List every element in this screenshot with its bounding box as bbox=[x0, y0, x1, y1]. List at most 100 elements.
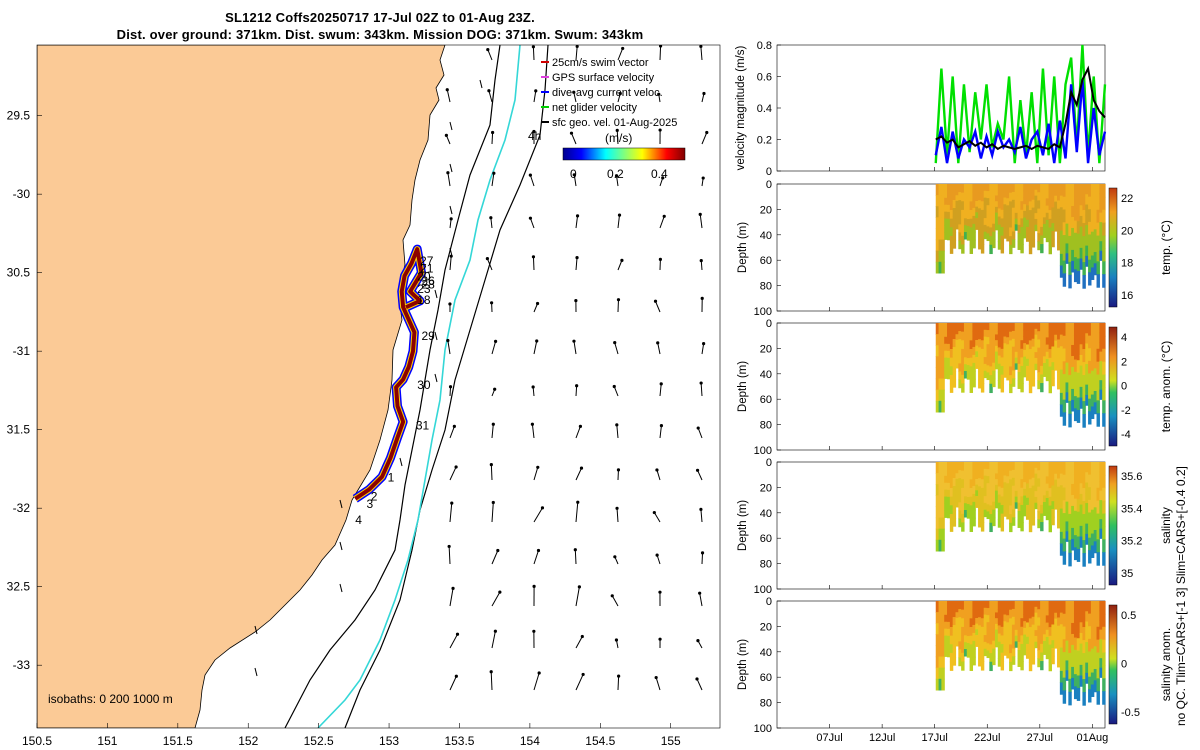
profile-cell bbox=[1065, 610, 1069, 622]
profile-cell bbox=[963, 496, 968, 504]
profile-cell bbox=[958, 609, 962, 618]
profile-cell bbox=[1088, 474, 1092, 488]
profile-cell bbox=[1054, 612, 1058, 620]
profile-cell bbox=[1028, 470, 1033, 480]
profile-cell bbox=[1062, 462, 1067, 476]
profile-cell bbox=[1011, 215, 1016, 225]
profile-cell bbox=[983, 648, 988, 657]
profile-cell bbox=[944, 336, 948, 345]
profile-cell bbox=[992, 239, 996, 249]
profile-cell bbox=[944, 601, 948, 609]
velocity-arrow bbox=[490, 464, 493, 481]
profile-cell bbox=[1088, 247, 1092, 261]
profile-cell bbox=[1102, 235, 1106, 250]
profile-cell bbox=[1026, 504, 1030, 513]
profile-cell bbox=[1082, 223, 1086, 237]
profile-cell bbox=[978, 510, 982, 520]
profile-cell bbox=[1054, 201, 1058, 209]
profile-cell bbox=[1042, 482, 1047, 490]
profile-cell bbox=[1040, 357, 1044, 367]
profile-cell bbox=[961, 244, 965, 254]
profile-cell bbox=[1071, 527, 1075, 540]
profile-cell bbox=[1068, 348, 1072, 363]
profile-cell bbox=[1090, 382, 1095, 396]
profile-cell bbox=[1071, 516, 1075, 529]
profile-cell bbox=[1040, 601, 1044, 611]
velocity-arrow bbox=[449, 676, 457, 691]
profile-cell bbox=[978, 200, 982, 209]
profile-cell bbox=[992, 485, 996, 495]
profile-cell bbox=[941, 528, 945, 541]
profile-cell bbox=[994, 345, 999, 353]
velocity-arrow-head bbox=[535, 301, 540, 306]
profile-cell bbox=[1028, 627, 1033, 637]
profile-cell bbox=[1034, 601, 1038, 608]
velocity-arrow bbox=[700, 46, 703, 61]
isobath-200 bbox=[284, 45, 501, 728]
profile-cell bbox=[935, 473, 940, 485]
profile-cell bbox=[1076, 372, 1081, 386]
velocity-arrow-head bbox=[658, 45, 663, 48]
profile-cell bbox=[938, 539, 942, 552]
profile-cell bbox=[975, 184, 979, 191]
profile-cell bbox=[1051, 362, 1055, 371]
profile-cell bbox=[955, 629, 959, 636]
profile-cell bbox=[1011, 362, 1016, 372]
profile-cell bbox=[1048, 644, 1053, 654]
profile-cell bbox=[1085, 513, 1089, 525]
profile-cell bbox=[1026, 462, 1030, 470]
profile-cell bbox=[1062, 601, 1067, 615]
profile-cell bbox=[972, 323, 976, 332]
velocity-arrow bbox=[533, 340, 538, 355]
profile-cell bbox=[1085, 225, 1089, 236]
profile-cell bbox=[1023, 607, 1027, 616]
profile-cell bbox=[1102, 487, 1106, 502]
profile-cell bbox=[1102, 691, 1106, 705]
profile-cell bbox=[1062, 374, 1067, 388]
profile-cell bbox=[1045, 366, 1050, 374]
colorbar-tick-label: 16 bbox=[1121, 290, 1133, 302]
velocity-arrow bbox=[532, 256, 535, 271]
profile-cell bbox=[1062, 626, 1067, 640]
profile-cell bbox=[1040, 201, 1044, 211]
profile-cell bbox=[1085, 642, 1089, 653]
profile-cell bbox=[1003, 641, 1007, 649]
profile-cell bbox=[958, 363, 962, 373]
velocity-arrow-head bbox=[493, 387, 497, 391]
velocity-arrow bbox=[617, 48, 624, 61]
profile-cell bbox=[1034, 213, 1038, 220]
profile-cell bbox=[972, 362, 976, 372]
profile-cell bbox=[935, 678, 940, 691]
profile-cell bbox=[1006, 608, 1010, 616]
glider-track bbox=[352, 244, 426, 503]
day-label: 29 bbox=[421, 329, 435, 343]
profile-cell bbox=[980, 635, 985, 645]
profile-cell bbox=[1082, 236, 1086, 250]
velocity-arrow-head bbox=[615, 128, 619, 132]
velocity-arrow-head bbox=[613, 341, 617, 345]
profile-cell bbox=[978, 502, 982, 512]
profile-cell bbox=[1017, 478, 1021, 488]
profile-cell bbox=[1093, 323, 1098, 335]
profile-cell bbox=[1045, 358, 1050, 367]
profile-cell bbox=[1068, 335, 1072, 350]
profile-cell bbox=[986, 643, 990, 651]
profile-cell bbox=[1076, 536, 1081, 550]
profile-cell bbox=[1040, 331, 1044, 341]
profile-cell bbox=[949, 348, 954, 359]
profile-cell bbox=[980, 331, 985, 341]
profile-cell bbox=[1059, 218, 1064, 232]
profile-cell bbox=[1082, 362, 1086, 376]
profile-cell bbox=[1096, 184, 1100, 198]
profile-cell bbox=[972, 207, 976, 217]
profile-cell bbox=[935, 378, 940, 391]
profile-cell bbox=[963, 184, 968, 192]
profile-cell bbox=[1093, 612, 1098, 625]
profile-cell bbox=[1062, 247, 1067, 262]
profile-cell bbox=[1102, 184, 1106, 198]
profile-cell bbox=[1065, 650, 1069, 662]
profile-cell bbox=[938, 261, 942, 274]
profile-cell bbox=[992, 656, 996, 666]
profile-cell bbox=[1054, 207, 1058, 214]
profile-cell bbox=[947, 649, 951, 658]
